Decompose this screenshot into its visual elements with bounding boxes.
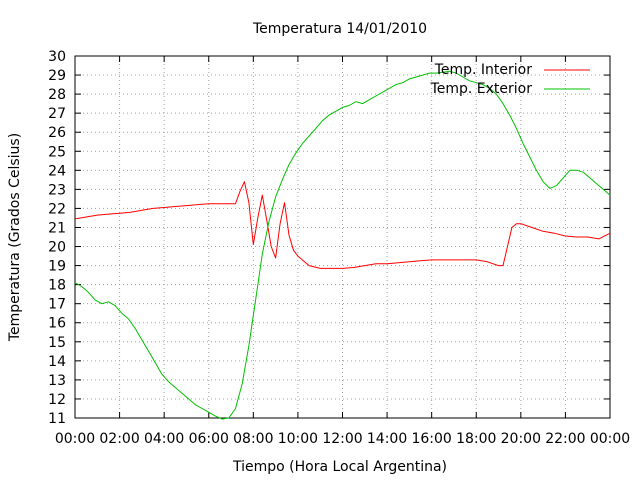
x-tick-label: 00:00 — [55, 431, 95, 447]
x-tick-label: 08:00 — [233, 431, 273, 447]
y-tick-label: 17 — [48, 297, 66, 313]
y-tick-label: 28 — [48, 87, 66, 103]
y-tick-label: 29 — [48, 68, 66, 84]
y-tick-label: 27 — [48, 106, 66, 122]
x-tick-label: 10:00 — [278, 431, 318, 447]
y-tick-label: 22 — [48, 201, 66, 217]
x-tick-label: 02:00 — [99, 431, 139, 447]
y-axis-label: Temperatura (Grados Celsius) — [7, 133, 23, 342]
y-tick-label: 25 — [48, 144, 66, 160]
y-tick-label: 16 — [48, 316, 66, 332]
axis-ticks — [74, 55, 611, 419]
y-tick-label: 21 — [48, 220, 66, 236]
legend: Temp. Interior Temp. Exterior — [430, 62, 590, 97]
y-tick-label: 14 — [48, 354, 66, 370]
grid-lines — [75, 56, 610, 418]
x-tick-label: 04:00 — [144, 431, 184, 447]
legend-label-interior: Temp. Interior — [434, 62, 533, 78]
legend-label-exterior: Temp. Exterior — [430, 81, 533, 97]
y-tick-label: 18 — [48, 278, 66, 294]
x-tick-label: 14:00 — [367, 431, 407, 447]
x-tick-labels: 00:00 02:00 04:00 06:00 08:00 10:00 12:00 14:00… — [55, 431, 630, 447]
series-line-exterior — [74, 70, 611, 420]
y-tick-label: 11 — [48, 411, 66, 427]
y-tick-label: 15 — [48, 335, 66, 351]
y-tick-label: 23 — [48, 182, 66, 198]
x-tick-label: 06:00 — [189, 431, 229, 447]
series-line-interior — [74, 181, 611, 269]
chart-title: Temperatura 14/01/2010 — [252, 21, 427, 37]
x-tick-label: 20:00 — [501, 431, 541, 447]
y-tick-label: 26 — [48, 125, 66, 141]
x-tick-label: 22:00 — [545, 431, 585, 447]
y-tick-label: 20 — [48, 240, 66, 256]
x-tick-label: 12:00 — [322, 431, 362, 447]
x-tick-label: 18:00 — [456, 431, 496, 447]
y-tick-labels: 11 12 13 14 15 16 17 18 19 20 21 22 23 24 25 26 27 28 29 30 — [48, 49, 66, 427]
x-tick-label: 16:00 — [411, 431, 451, 447]
x-tick-label: 00:00 — [590, 431, 630, 447]
y-tick-label: 13 — [48, 373, 66, 389]
series-lines — [74, 70, 611, 420]
y-tick-label: 24 — [48, 163, 66, 179]
y-tick-label: 19 — [48, 259, 66, 275]
y-tick-label: 30 — [48, 49, 66, 65]
x-axis-label: Tiempo (Hora Local Argentina) — [232, 459, 447, 475]
y-tick-label: 12 — [48, 392, 66, 408]
